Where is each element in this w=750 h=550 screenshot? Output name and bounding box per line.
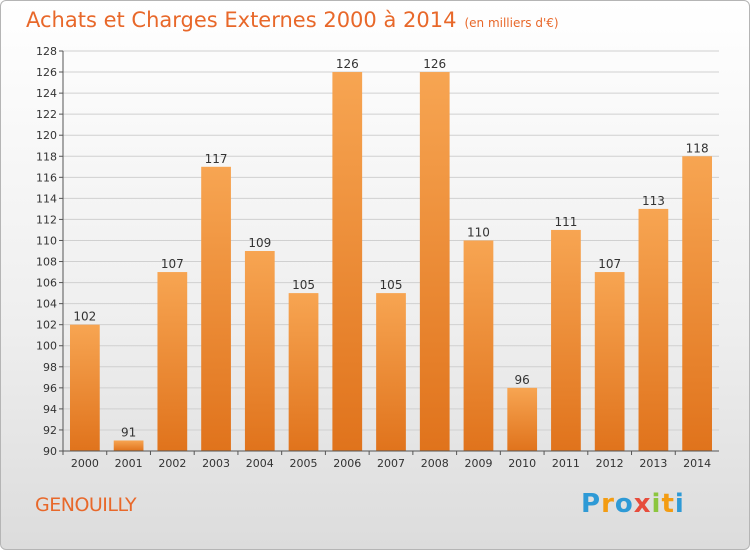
- y-tick-labels: 90 92 94 96 98 100 102 104 106 108 110 112 114 116 118…: [36, 45, 57, 458]
- x-tick-label: 2014: [683, 457, 711, 470]
- value-label: 126: [336, 57, 359, 71]
- y-tick-label: 120: [36, 129, 57, 142]
- y-tick-label: 126: [36, 66, 57, 79]
- bar: [244, 251, 275, 451]
- x-tick-label: 2003: [202, 457, 230, 470]
- value-label: 102: [73, 310, 96, 324]
- bar: [69, 324, 100, 451]
- axes: [62, 51, 719, 452]
- x-tick-label: 2004: [246, 457, 274, 470]
- bar: [638, 208, 669, 451]
- value-label: 105: [380, 278, 403, 292]
- city-name: GENOUILLY: [35, 494, 137, 516]
- x-tick-label: 2010: [508, 457, 536, 470]
- y-tick-label: 102: [36, 319, 57, 332]
- bar: [288, 293, 319, 451]
- x-tick-label: 2008: [421, 457, 449, 470]
- y-tick-label: 108: [36, 256, 57, 269]
- bar: [376, 293, 406, 451]
- bar: [332, 72, 363, 451]
- bars: [62, 72, 713, 455]
- y-tick-label: 118: [36, 150, 57, 163]
- y-tick-label: 92: [43, 424, 57, 437]
- bar: [507, 387, 538, 451]
- chart-title-unit: (en milliers d'€): [464, 16, 559, 30]
- x-tick-label: 2005: [290, 457, 318, 470]
- bar: [551, 229, 581, 451]
- y-tick-label: 112: [36, 213, 57, 226]
- value-label: 111: [554, 215, 577, 229]
- x-tick-label: 2007: [377, 457, 405, 470]
- y-tick-label: 100: [36, 340, 57, 353]
- chart-title-text: Achats et Charges Externes 2000 à 2014: [26, 8, 457, 32]
- value-label: 96: [515, 373, 530, 387]
- value-label: 107: [598, 257, 621, 271]
- value-label: 113: [642, 194, 665, 208]
- y-tick-label: 124: [36, 87, 57, 100]
- x-tick-label: 2012: [596, 457, 624, 470]
- bar: [682, 156, 713, 451]
- x-tick-label: 2013: [639, 457, 667, 470]
- x-tick-label: 2001: [115, 457, 143, 470]
- y-tick-label: 94: [43, 403, 57, 416]
- x-tick-label: 2011: [552, 457, 580, 470]
- y-tick-label: 128: [36, 45, 57, 58]
- y-tick-label: 116: [36, 171, 57, 184]
- value-label: 126: [423, 57, 446, 71]
- y-tick-label: 122: [36, 108, 57, 121]
- x-tick-label: 2009: [464, 457, 492, 470]
- y-tick-label: 110: [36, 234, 57, 247]
- y-tick-label: 106: [36, 277, 57, 290]
- value-label: 105: [292, 278, 315, 292]
- bar: [113, 440, 144, 451]
- x-tick-label: 2006: [333, 457, 361, 470]
- y-tick-label: 114: [36, 192, 57, 205]
- value-label: 109: [248, 236, 271, 250]
- x-tick-labels: 2000 2001 2002 2003 2004 2005 2006 2007 2008 2009…: [71, 457, 711, 470]
- proxiti-logo: Proxiti: [581, 489, 685, 519]
- value-label: 91: [121, 425, 136, 439]
- x-tick-label: 2002: [158, 457, 186, 470]
- chart-title: Achats et Charges Externes 2000 à 2014 (e…: [26, 8, 559, 32]
- y-tick-label: 104: [36, 298, 57, 311]
- value-label: 110: [467, 225, 490, 239]
- value-label: 107: [161, 257, 184, 271]
- bar: [419, 72, 450, 451]
- bar: [594, 272, 625, 451]
- y-tick-label: 96: [43, 382, 57, 395]
- bar: [157, 272, 188, 451]
- value-labels: 102 91 107 117 109 105 126 105 126 110 96 111 107 113…: [73, 57, 708, 439]
- value-label: 117: [205, 152, 228, 166]
- bar: [201, 166, 231, 451]
- y-tick-label: 98: [43, 361, 57, 374]
- x-tick-label: 2000: [71, 457, 99, 470]
- y-tick-label: 90: [43, 445, 57, 458]
- bar: [463, 240, 494, 451]
- value-label: 118: [686, 141, 709, 155]
